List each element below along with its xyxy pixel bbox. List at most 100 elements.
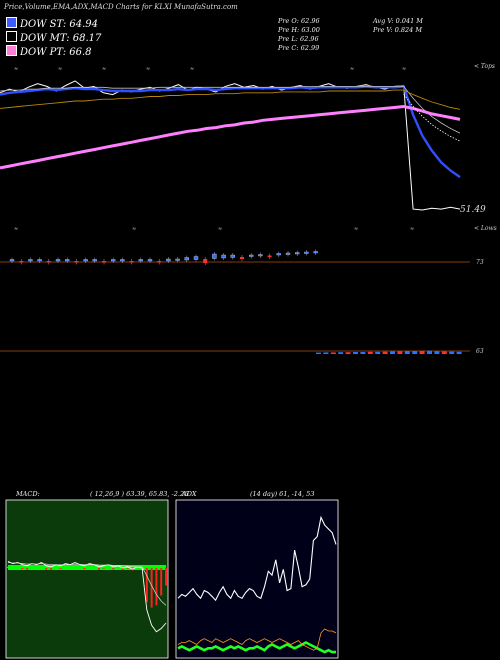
candle-bar: [175, 258, 180, 261]
series-ema_short: [0, 85, 461, 179]
candle-bar: [267, 255, 272, 257]
legend-dow-mt: DOW MT: 68.17: [6, 31, 101, 44]
volume-bar: [427, 350, 432, 354]
volume-bar: [390, 351, 395, 354]
macd-histogram-bar: [112, 568, 115, 570]
candle-bar: [111, 259, 116, 262]
candle-bar: [304, 251, 309, 254]
candle-bar: [258, 254, 263, 257]
legend-swatch-st: [6, 17, 17, 28]
candle-strip: [0, 249, 470, 354]
candle-bar: [129, 261, 134, 263]
volume-bar: [449, 351, 455, 354]
macd-histogram-bar: [45, 568, 48, 570]
volume-bar: [360, 352, 366, 354]
macd-histogram-bar: [88, 567, 91, 568]
macd-histogram-bar: [74, 566, 77, 568]
top-tick-4: ≈: [190, 66, 194, 72]
macd-histogram-bar: [126, 568, 129, 569]
lows-label: < Lows: [474, 225, 497, 232]
macd-histogram-bar: [102, 568, 105, 569]
legend-swatch-mt: [6, 31, 17, 42]
top-tick-6: ≈: [402, 66, 406, 72]
macd-zero-band: [8, 565, 166, 570]
legend-label-st: DOW ST: 64.94: [20, 19, 99, 30]
volume-bar: [397, 351, 403, 354]
top-tick-1: ≈: [58, 66, 62, 72]
volume-bar: [434, 351, 440, 354]
candle-bar: [74, 261, 79, 263]
macd-histogram-bar: [165, 568, 167, 586]
macd-title-right: ( 12,26,9 ) 63.39, 65.83, -2.26: [90, 490, 189, 498]
stat-prev-high: Pre H: 63.00: [278, 26, 320, 34]
stat-prev-volume: Pre V: 0.824 M: [373, 26, 423, 34]
adx-title-left: ADX: [182, 490, 197, 498]
volume-bar: [353, 352, 358, 354]
candle-bar: [285, 252, 291, 255]
macd-histogram-bar: [155, 568, 158, 606]
low-tick-1: ≈: [132, 226, 136, 232]
macd-histogram-bar: [21, 568, 24, 570]
candle-bar: [65, 259, 70, 262]
volume-bar: [367, 351, 373, 354]
candle-bar: [19, 261, 24, 263]
macd-title-left: MACD:: [16, 490, 40, 498]
tops-label: < Tops: [474, 63, 496, 70]
macd-histogram-bar: [7, 566, 9, 568]
candle-bar: [37, 259, 42, 262]
low-tick-2: ≈: [218, 226, 222, 232]
candle-bar: [55, 259, 61, 262]
stat-prev-low: Pre L: 62.96: [278, 35, 319, 43]
legend-dow-st: DOW ST: 64.94: [6, 17, 98, 30]
stat-prev-open: Pre O: 62.96: [278, 17, 320, 25]
top-tick-0: ≈: [14, 66, 18, 72]
macd-histogram-bar: [150, 568, 153, 608]
volume-bar: [323, 352, 329, 354]
volume-bar: [456, 351, 462, 354]
low-tick-3: ≈: [354, 226, 358, 232]
macd-histogram-bar: [26, 568, 29, 570]
candle-bar: [184, 257, 189, 261]
volume-bar: [412, 351, 418, 354]
legend-label-pt: DOW PT: 66.8: [20, 47, 92, 58]
candle-bar: [9, 259, 15, 262]
candle-bar: [295, 252, 300, 255]
candle-bar: [92, 259, 97, 262]
macd-histogram-bar: [59, 568, 62, 569]
candle-bar: [240, 257, 244, 259]
series-ema_slow: [0, 89, 461, 110]
series-price: [0, 80, 461, 211]
adx-minus-di: [177, 641, 336, 654]
series-dotted-ema: [403, 94, 461, 142]
volume-bar: [375, 351, 381, 354]
volume-bar: [441, 351, 447, 354]
top-tick-2: ≈: [102, 66, 106, 72]
candle-bar: [212, 253, 217, 259]
legend-label-mt: DOW MT: 68.17: [20, 33, 102, 44]
price-chart: ≈ ≈ ≈ ≈ ≈ ≈ ≈ ≈ ≈ ≈ ≈ ≈: [0, 66, 461, 232]
last-price-label: 51.49: [460, 205, 486, 215]
candle-bar: [221, 254, 226, 259]
macd-histogram-bar: [40, 566, 43, 568]
candle-bar: [249, 254, 254, 257]
macd-histogram-bar: [160, 568, 163, 596]
candle-bar: [46, 261, 51, 263]
adx-background: [175, 499, 339, 659]
volume-bar: [330, 352, 336, 354]
macd-signal-line: [7, 562, 167, 606]
macd-background: [5, 499, 169, 659]
legend-dow-pt: DOW PT: 66.8: [6, 45, 92, 58]
series-ema_long: [0, 104, 461, 170]
volume-bar: [316, 352, 321, 354]
axis-label-63: 63: [476, 348, 484, 355]
macd-histogram-bar: [50, 568, 53, 571]
macd-histogram-bar: [83, 568, 86, 570]
volume-bar: [382, 351, 388, 354]
adx-plus-di: [177, 628, 337, 651]
chart-header: Price,Volume,EMA,ADX,MACD Charts for KLX…: [4, 3, 238, 11]
adx-adx-line: [177, 515, 337, 602]
stat-avg-volume: Avg V: 0.041 M: [373, 17, 423, 25]
candle-bar: [203, 259, 208, 263]
